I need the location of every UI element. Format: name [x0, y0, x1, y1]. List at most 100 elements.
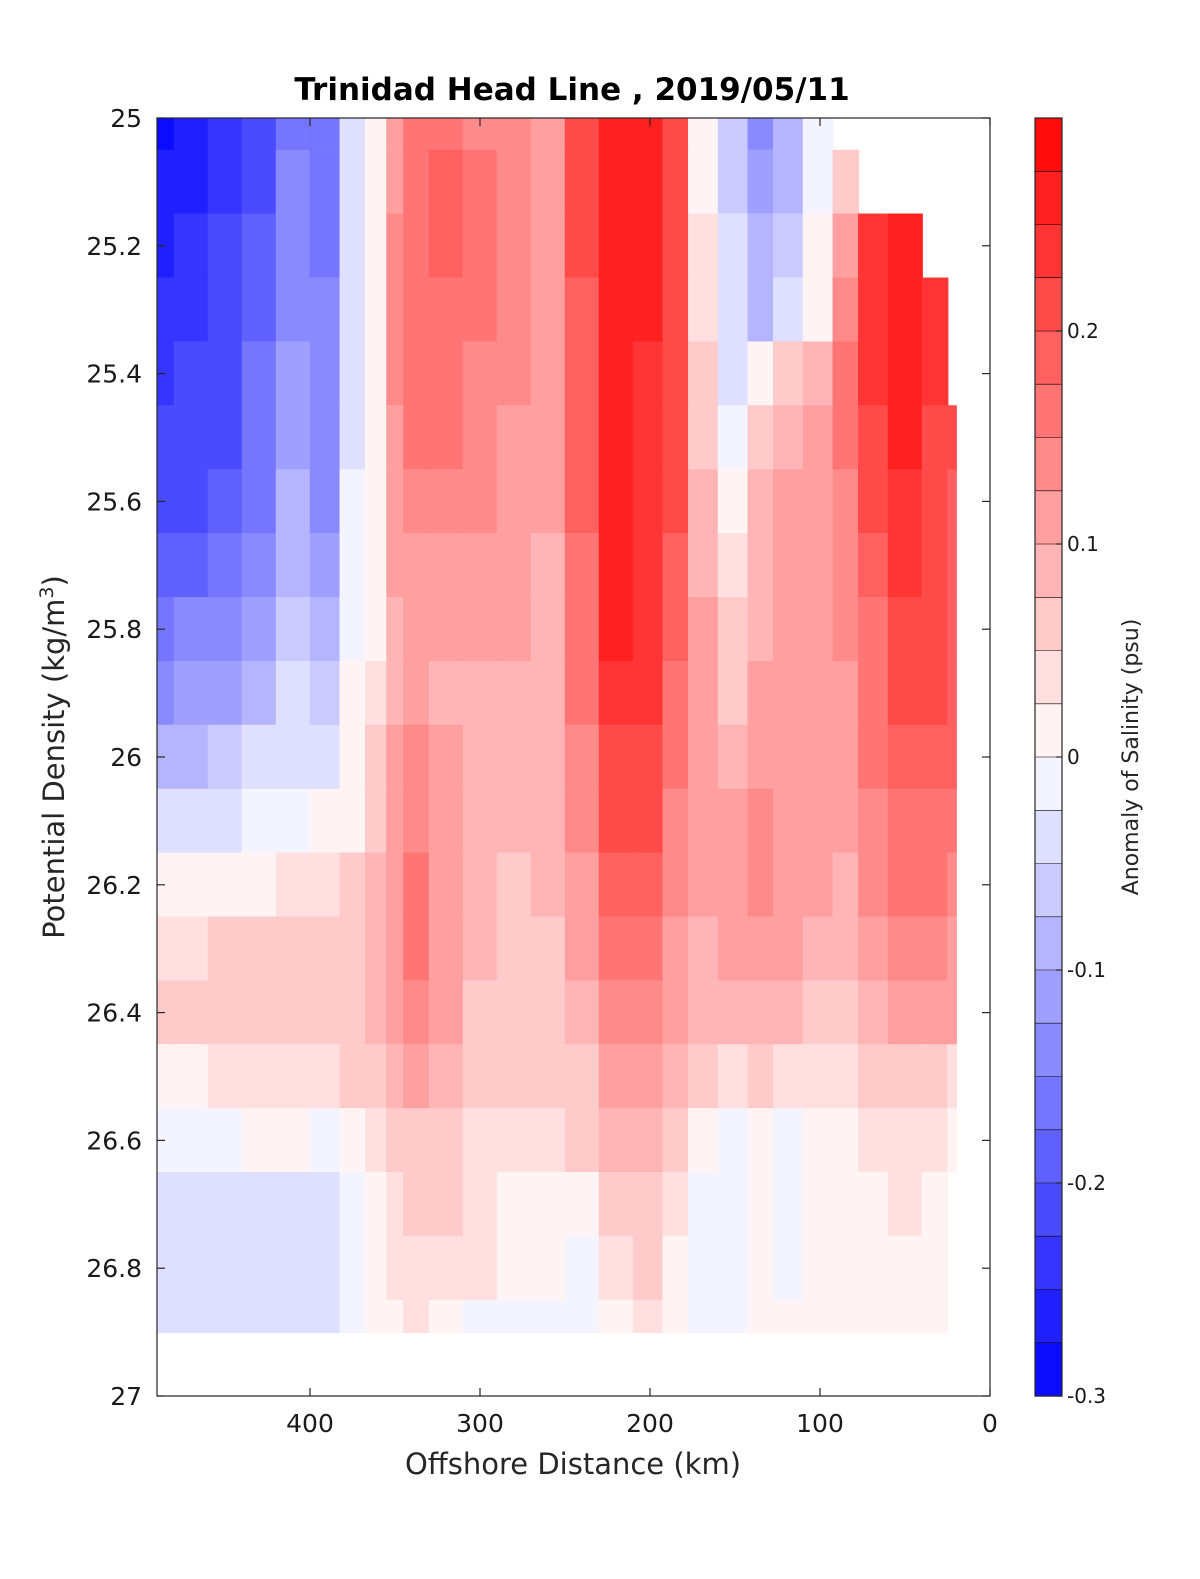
- anomaly-cell: [747, 533, 775, 599]
- anomaly-cell: [365, 405, 388, 471]
- anomaly-cell: [309, 1108, 341, 1174]
- anomaly-cell: [462, 1236, 498, 1302]
- anomaly-cell: [386, 469, 405, 535]
- colorbar-band: [1035, 757, 1062, 811]
- anomaly-cell: [496, 916, 532, 982]
- anomaly-cell: [428, 916, 464, 982]
- y-axis-label: Potential Density (kg/m3): [36, 575, 71, 939]
- anomaly-cell: [462, 1299, 498, 1333]
- anomaly-cell: [173, 788, 209, 854]
- anomaly-cell: [275, 405, 311, 471]
- anomaly-cell: [662, 277, 690, 343]
- anomaly-cell: [309, 852, 341, 918]
- anomaly-cell: [309, 341, 341, 407]
- anomaly-cell: [564, 277, 600, 343]
- anomaly-cell: [887, 1108, 923, 1174]
- anomaly-cell: [157, 405, 175, 471]
- anomaly-cell: [173, 213, 209, 279]
- anomaly-cell: [339, 788, 367, 854]
- anomaly-cell: [428, 1236, 464, 1302]
- anomaly-cell: [428, 597, 464, 663]
- anomaly-cell: [747, 213, 775, 279]
- anomaly-cell: [832, 1299, 860, 1333]
- anomaly-cell: [688, 1236, 719, 1302]
- colorbar-tick-label: 0: [1067, 745, 1080, 769]
- anomaly-cell: [386, 1299, 405, 1333]
- anomaly-cell: [339, 213, 367, 279]
- anomaly-cell: [832, 660, 860, 726]
- anomaly-cell: [207, 405, 243, 471]
- colorbar-tick-label: -0.1: [1067, 958, 1106, 982]
- anomaly-cell: [662, 118, 690, 151]
- anomaly-cell: [747, 277, 775, 343]
- anomaly-cell: [365, 724, 388, 790]
- chart-title: Trinidad Head Line , 2019/05/11: [294, 72, 849, 108]
- anomaly-cell: [365, 916, 388, 982]
- anomaly-cell: [241, 149, 277, 215]
- anomaly-cell: [339, 916, 367, 982]
- anomaly-cell: [688, 852, 719, 918]
- anomaly-cell: [496, 852, 532, 918]
- anomaly-cell: [921, 597, 949, 663]
- y-tick-label: 25: [110, 104, 142, 133]
- anomaly-cell: [496, 533, 532, 599]
- anomaly-cell: [858, 1044, 889, 1110]
- anomaly-cell: [403, 149, 430, 215]
- anomaly-cell: [275, 852, 311, 918]
- anomaly-cell: [207, 118, 243, 151]
- anomaly-cell: [275, 916, 311, 982]
- anomaly-cell: [564, 980, 600, 1046]
- anomaly-cell: [632, 980, 664, 1046]
- anomaly-cell: [832, 213, 860, 279]
- anomaly-cell: [887, 405, 923, 471]
- anomaly-cell: [386, 916, 405, 982]
- anomaly-cell: [428, 149, 464, 215]
- anomaly-cell: [688, 213, 719, 279]
- anomaly-cell: [717, 660, 749, 726]
- anomaly-cell: [365, 1236, 388, 1302]
- anomaly-cell: [496, 469, 532, 535]
- anomaly-cell: [157, 118, 175, 151]
- anomaly-cell: [802, 341, 834, 407]
- anomaly-cell: [564, 469, 600, 535]
- anomaly-cell: [598, 852, 634, 918]
- anomaly-cell: [386, 341, 405, 407]
- anomaly-cell: [632, 1108, 664, 1174]
- anomaly-cell: [747, 1044, 775, 1110]
- anomaly-cell: [428, 724, 464, 790]
- anomaly-cell: [365, 213, 388, 279]
- anomaly-cell: [832, 1172, 860, 1238]
- anomaly-cell: [173, 1108, 209, 1174]
- anomaly-cell: [947, 980, 957, 1046]
- anomaly-cell: [773, 277, 804, 343]
- anomaly-cell: [157, 277, 175, 343]
- anomaly-cell: [309, 597, 341, 663]
- anomaly-cell: [339, 660, 367, 726]
- anomaly-cell: [339, 533, 367, 599]
- anomaly-cell: [403, 1044, 430, 1110]
- anomaly-cell: [598, 980, 634, 1046]
- anomaly-cell: [462, 980, 498, 1046]
- anomaly-cell: [496, 1108, 532, 1174]
- anomaly-cell: [530, 405, 566, 471]
- anomaly-cell: [802, 213, 834, 279]
- anomaly-cell: [662, 597, 690, 663]
- anomaly-cell: [858, 405, 889, 471]
- anomaly-cell: [386, 405, 405, 471]
- anomaly-cell: [157, 1299, 175, 1333]
- anomaly-cell: [365, 1172, 388, 1238]
- anomaly-cell: [462, 533, 498, 599]
- anomaly-cell: [173, 1172, 209, 1238]
- colorbar-band: [1035, 224, 1062, 279]
- anomaly-cell: [403, 469, 430, 535]
- anomaly-cell: [802, 1172, 834, 1238]
- anomaly-cell: [887, 533, 923, 599]
- y-tick-label: 25.2: [86, 232, 142, 261]
- anomaly-cell: [662, 213, 690, 279]
- anomaly-cell: [241, 405, 277, 471]
- anomaly-cell: [802, 788, 834, 854]
- anomaly-cell: [157, 916, 175, 982]
- colorbar-tick-label: 0.1: [1067, 532, 1099, 556]
- anomaly-cell: [921, 469, 949, 535]
- anomaly-cell: [530, 1299, 566, 1333]
